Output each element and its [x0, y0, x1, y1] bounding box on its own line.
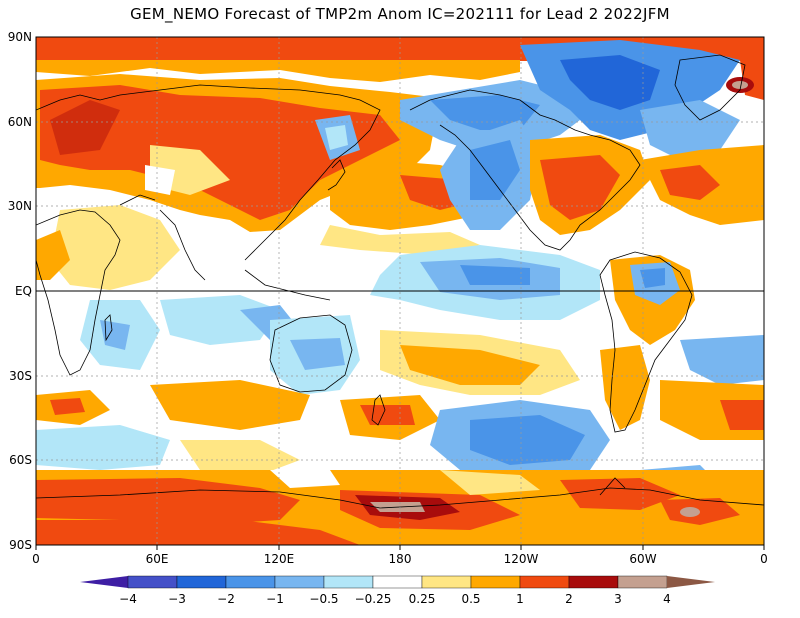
colorbar-segment [372, 575, 423, 589]
colorbar-label: 0.25 [409, 592, 436, 606]
lat-label-60s: 60S [9, 453, 32, 467]
colorbar-label: −4 [119, 592, 137, 606]
lat-labels: 90N 60N 30N EQ 30S 60S 90S [8, 30, 32, 552]
colorbar-segment [127, 575, 178, 589]
lon-label-0-left: 0 [32, 552, 40, 566]
lon-label-0-right: 0 [760, 552, 768, 566]
colorbar-label: 2 [565, 592, 573, 606]
lon-labels: 0 60E 120E 180 120W 60W 0 [32, 552, 768, 566]
colorbar-segment [617, 575, 668, 589]
colorbar-segment [176, 575, 227, 589]
colorbar-segment [470, 575, 521, 589]
colorbar-label: 4 [663, 592, 671, 606]
map-title: GEM_NEMO Forecast of TMP2m Anom IC=20211… [130, 5, 670, 23]
axis-ticks [35, 545, 765, 550]
colorbar-label: −0.25 [355, 592, 392, 606]
colorbar-segment [274, 575, 325, 589]
lat-label-90s: 90S [9, 538, 32, 552]
lat-label-eq: EQ [15, 284, 32, 298]
lat-label-90n: 90N [8, 30, 32, 44]
lat-label-30s: 30S [9, 369, 32, 383]
grid-lines [36, 37, 764, 545]
colorbar-label: −1 [266, 592, 284, 606]
colorbar-segment [519, 575, 570, 589]
lon-label-60e: 60E [146, 552, 169, 566]
colorbar-label: −3 [168, 592, 186, 606]
lon-label-120w: 120W [504, 552, 539, 566]
lon-label-60w: 60W [629, 552, 656, 566]
colorbar-segment [421, 575, 472, 589]
colorbar: −4 −3 −2 −1 −0.5 −0.25 0.25 0.5 1 2 3 4 [80, 575, 715, 606]
colorbar-segment [568, 575, 619, 589]
lon-label-120e: 120E [264, 552, 295, 566]
colorbar-segment-max [667, 576, 715, 588]
lat-label-60n: 60N [8, 115, 32, 129]
colorbar-segment [225, 575, 276, 589]
colorbar-label: 3 [614, 592, 622, 606]
lat-label-30n: 30N [8, 199, 32, 213]
colorbar-label: 1 [516, 592, 524, 606]
coastlines [36, 54, 764, 509]
colorbar-segment-min [80, 576, 128, 588]
lon-label-180: 180 [389, 552, 412, 566]
colorbar-label: −0.5 [309, 592, 338, 606]
colorbar-label: −2 [217, 592, 235, 606]
colorbar-label: 0.5 [461, 592, 480, 606]
colorbar-segment [323, 575, 374, 589]
